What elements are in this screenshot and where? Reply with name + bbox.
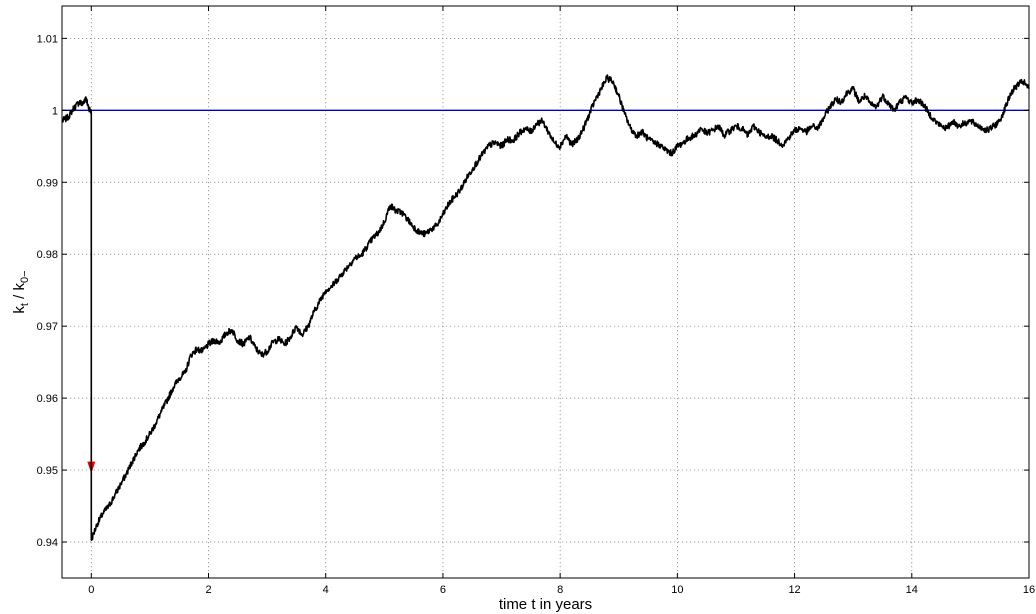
x-tick-label: 12	[788, 584, 800, 596]
x-axis-ticks: 0 2 4 6 8 10 12 14 16	[88, 6, 1035, 596]
y-tick-label: 1	[52, 105, 58, 117]
y-tick-label: 0.95	[37, 465, 58, 477]
y-axis-ticks: 0.94 0.95 0.96 0.97 0.98 0.99 1 1.01	[37, 33, 1029, 549]
y-axis-label-sub-t: t	[19, 303, 31, 306]
x-tick-label: 0	[88, 584, 94, 596]
x-axis-label: time t in years	[499, 596, 592, 613]
y-tick-label: 0.96	[37, 393, 58, 405]
grid	[62, 6, 1029, 578]
x-tick-label: 6	[440, 584, 446, 596]
y-axis-label-sub-0: 0−	[19, 270, 31, 283]
series-line	[61, 74, 1030, 541]
y-tick-label: 0.99	[37, 177, 58, 189]
y-axis-label-sep: / k	[11, 282, 28, 303]
y-tick-label: 0.98	[37, 249, 58, 261]
y-tick-label: 1.01	[37, 33, 58, 45]
x-tick-label: 2	[205, 584, 211, 596]
x-tick-label: 8	[557, 584, 563, 596]
plot-frame	[61, 5, 1030, 579]
x-tick-label: 4	[323, 584, 329, 596]
y-tick-label: 0.97	[37, 321, 58, 333]
x-tick-label: 14	[906, 584, 918, 596]
y-tick-label: 0.94	[37, 537, 58, 549]
y-axis-label: kt / k0−	[11, 270, 31, 313]
x-tick-label: 16	[1023, 584, 1035, 596]
y-axis-label-k: k	[11, 306, 28, 314]
x-tick-label: 10	[671, 584, 683, 596]
